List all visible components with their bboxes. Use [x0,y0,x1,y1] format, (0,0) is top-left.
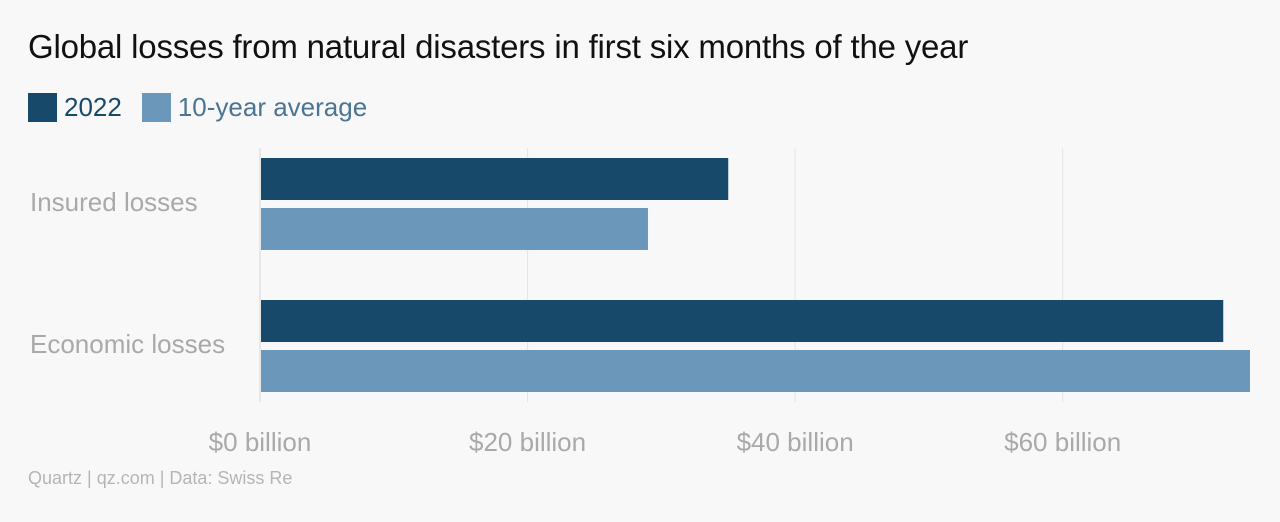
source-note: Quartz | qz.com | Data: Swiss Re [28,468,293,488]
bar-insured-losses-10-year-average [261,208,648,250]
legend-item-10-year-average: 10-year average [141,91,368,123]
x-tick-label-20: $20 billion [469,427,586,457]
bar-economic-losses-2022 [261,300,1224,342]
legend-label-10-year-average: 10-year average [177,91,368,122]
legend-swatch-10-year-average [141,92,171,122]
x-tick-label-40: $40 billion [737,427,854,457]
legend: 2022 10-year average [28,90,387,124]
x-tick-label-0: $0 billion [209,427,312,457]
chart-title: Global losses from natural disasters in … [28,28,969,65]
bar-insured-losses-2022 [261,158,729,200]
legend-label-2022: 2022 [64,91,122,122]
legend-item-2022: 2022 [28,92,122,123]
legend-swatch-2022 [28,92,57,122]
bar-economic-losses-10-year-average [261,350,1250,392]
category-label-economic-losses: Economic losses [30,329,225,359]
x-tick-label-60: $60 billion [1004,427,1121,457]
category-label-insured-losses: Insured losses [30,187,198,217]
